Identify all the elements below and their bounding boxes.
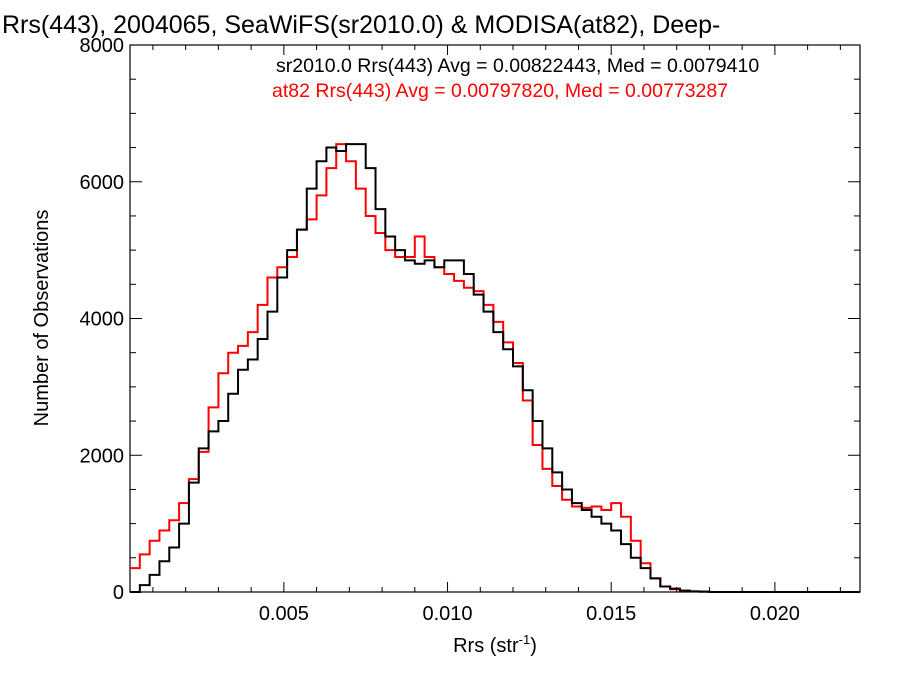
chart-title: Rrs(443), 2004065, SeaWiFS(sr2010.0) & M… (2, 11, 720, 39)
x-tick-label: 0.010 (423, 603, 473, 625)
plot-area (129, 44, 861, 593)
x-tick-label: 0.005 (259, 603, 309, 625)
x-axis-label-superscript: -1 (519, 632, 531, 647)
y-tick-label: 8000 (80, 35, 125, 57)
x-axis-label: Rrs (str-1) (453, 632, 537, 657)
legend-entry-at82: at82 Rrs(443) Avg = 0.00797820, Med = 0.… (272, 80, 728, 102)
x-tick-label: 0.020 (750, 603, 800, 625)
x-axis-label-main: Rrs (str (453, 635, 519, 657)
y-tick-label: 0 (113, 582, 124, 604)
y-tick-label: 2000 (80, 445, 125, 467)
y-axis-label: Number of Observations (31, 210, 53, 427)
series-line-at82 (130, 143, 860, 593)
legend-entry-sr2010: sr2010.0 Rrs(443) Avg = 0.00822443, Med … (276, 55, 759, 77)
y-tick-label: 4000 (80, 309, 125, 331)
series-lines (130, 143, 860, 593)
y-tick-label: 6000 (80, 172, 125, 194)
series-line-sr2010 (130, 143, 860, 593)
x-tick-label: 0.015 (586, 603, 636, 625)
axis-ticks: 0.005 0.010 0.015 0.020 0 2000 4000 6000 8000 (80, 35, 860, 625)
x-axis-label-close: ) (530, 635, 537, 657)
plot-frame (129, 44, 861, 593)
